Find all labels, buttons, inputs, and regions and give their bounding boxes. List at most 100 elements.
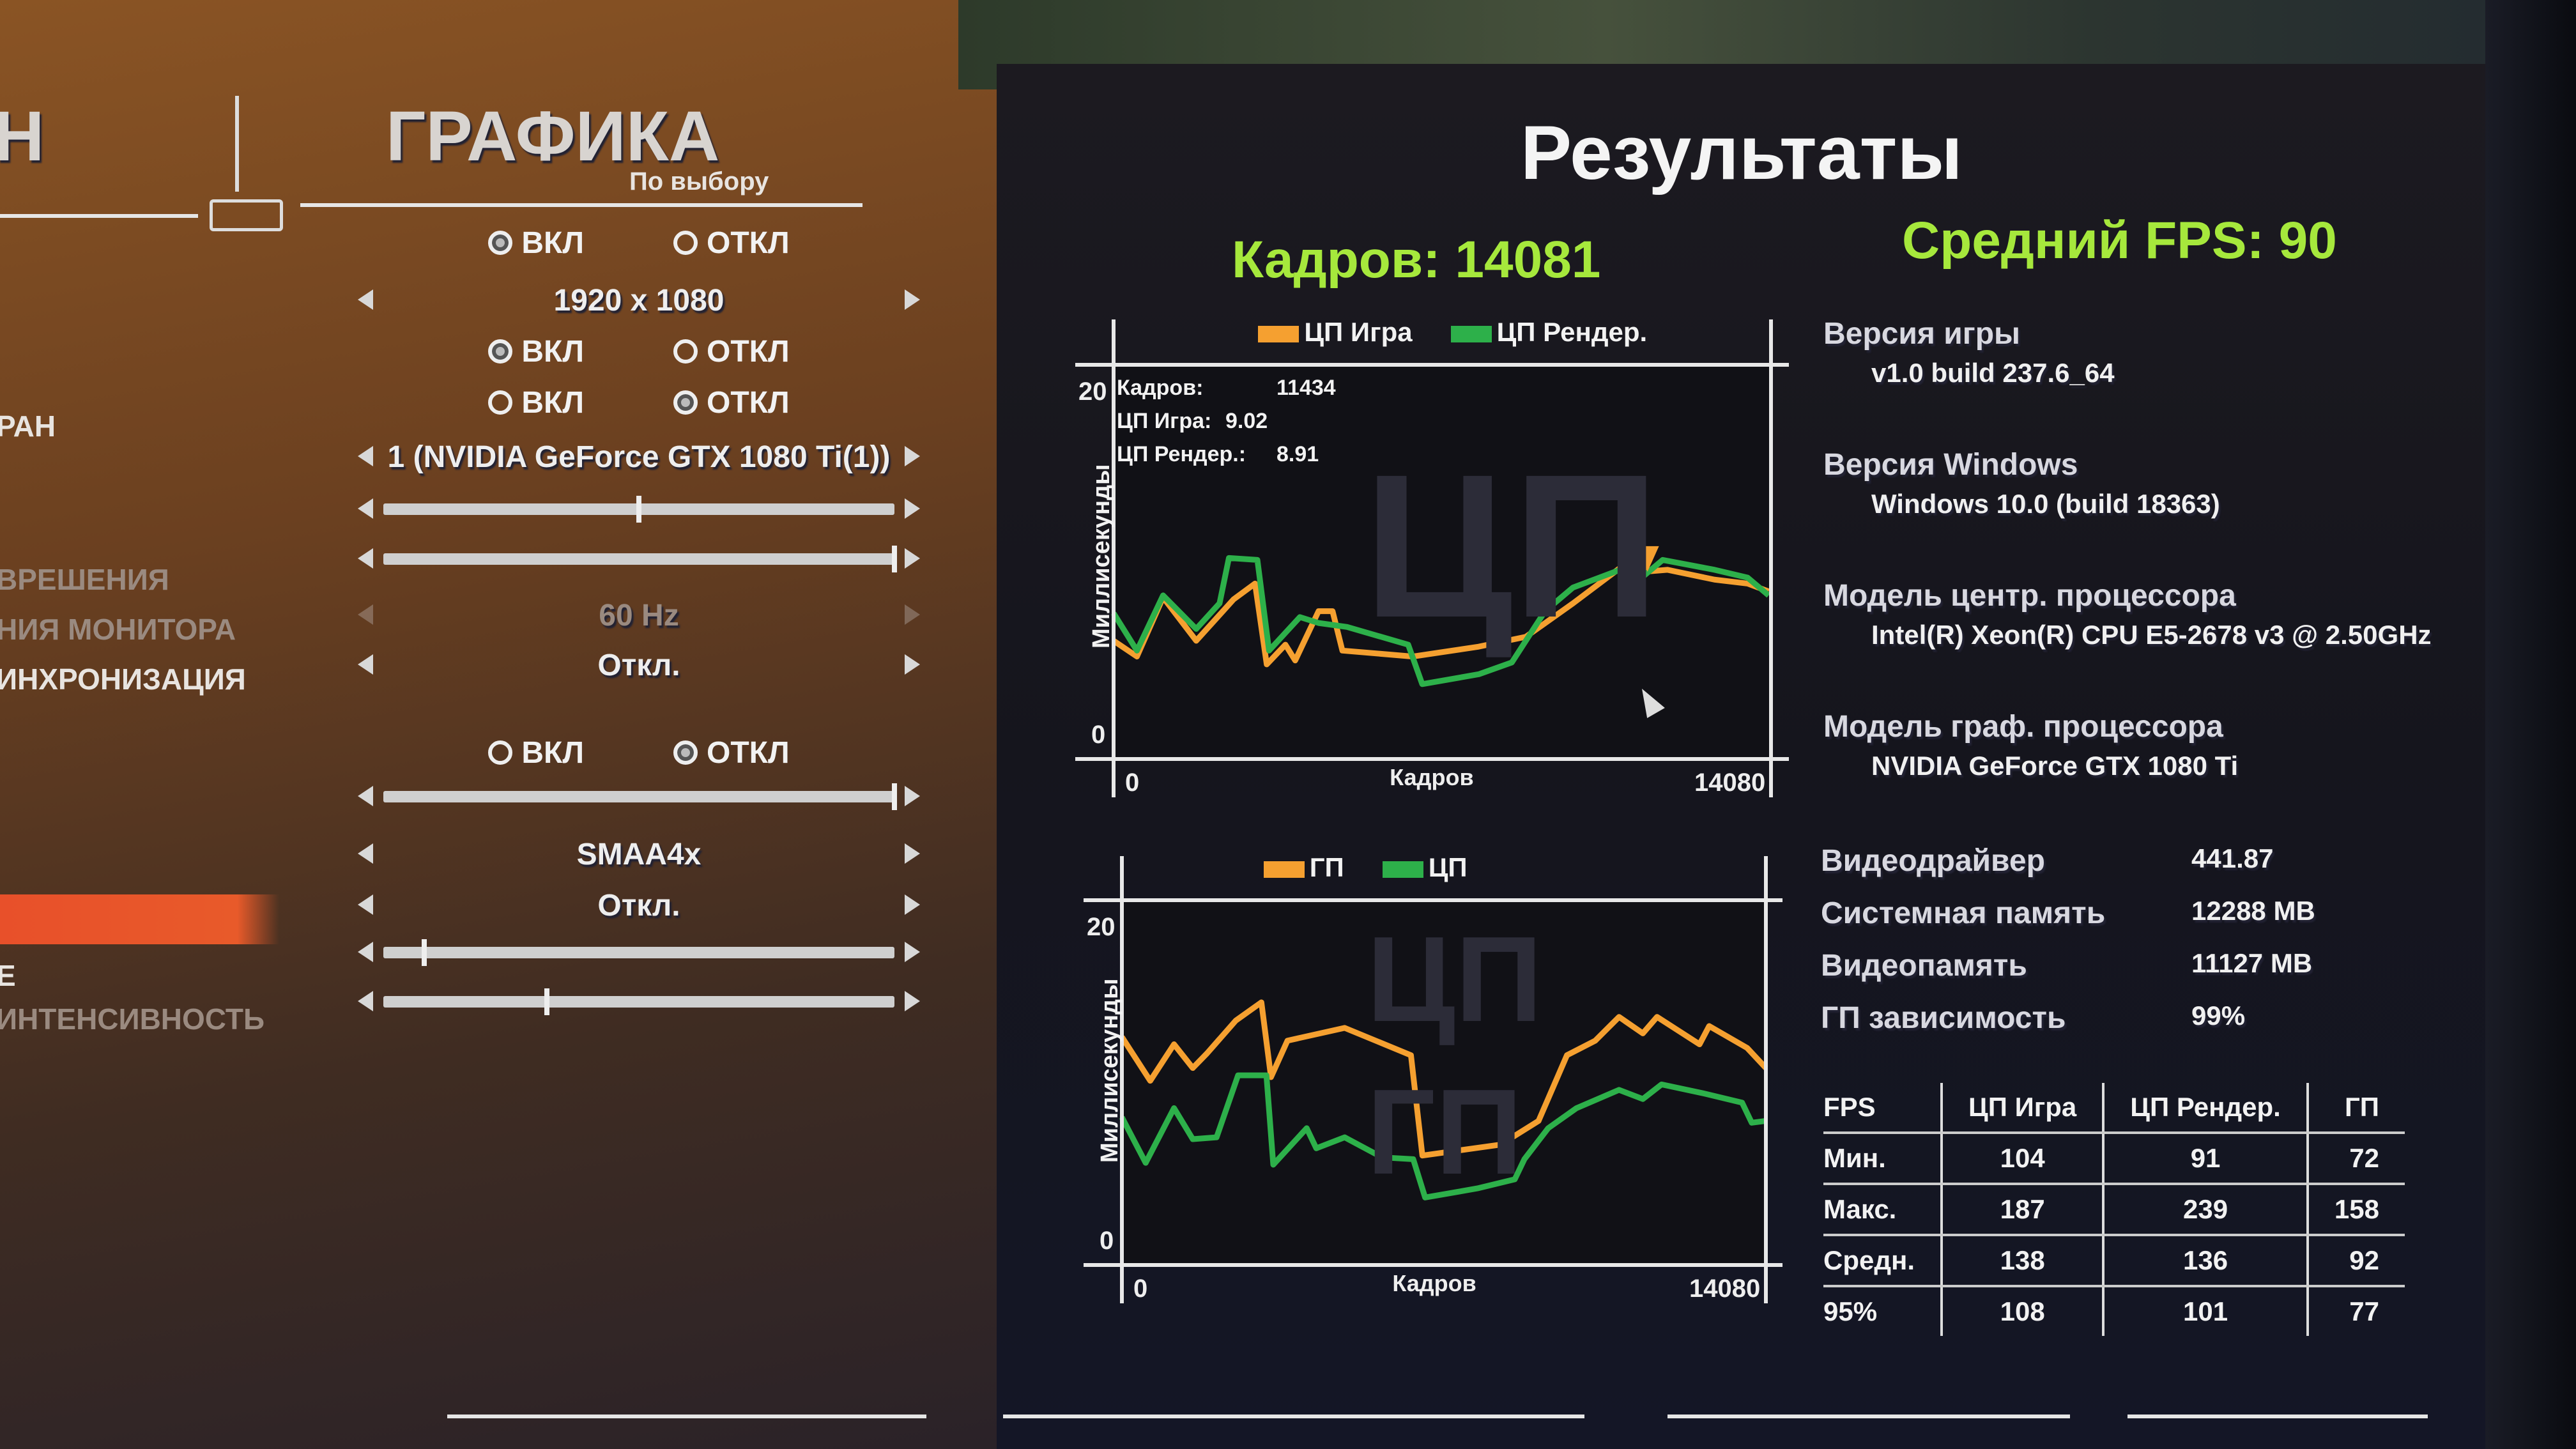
legend-swatch	[1263, 861, 1305, 878]
spec-label: ГП зависимость	[1821, 1001, 2066, 1035]
slider-handle[interactable]	[892, 783, 897, 810]
slider-handle[interactable]	[544, 988, 549, 1015]
arrow-right-icon[interactable]	[905, 894, 920, 915]
arrow-left-icon[interactable]	[358, 942, 373, 962]
slider-track[interactable]	[383, 546, 897, 572]
arrow-right-icon[interactable]	[905, 498, 920, 519]
x-tick-label: 14080	[1694, 769, 1766, 797]
radio-off[interactable]: ОТКЛ	[673, 334, 790, 369]
table-cell: 187	[1940, 1184, 2104, 1236]
radio-off[interactable]: ОТКЛ	[673, 226, 790, 261]
arrow-right-icon[interactable]	[905, 548, 920, 569]
chart-svg	[1075, 319, 1789, 797]
table-cell: 72	[2306, 1133, 2405, 1185]
setting-row-selector[interactable]: 60 Hz	[358, 593, 920, 638]
info-value: v1.0 build 237.6_64	[1871, 358, 2115, 388]
radio-off[interactable]: ОТКЛ	[673, 385, 790, 420]
watermark-label: ГП	[1367, 1064, 1523, 1200]
header-underline	[0, 214, 198, 218]
average-fps: Средний FPS: 90	[1902, 211, 2337, 270]
setting-row-radio[interactable]: ВКЛ ОТКЛ	[358, 380, 920, 425]
setting-label: Е	[0, 959, 16, 992]
radio-on[interactable]: ВКЛ	[488, 385, 584, 420]
chart-legend: ЦП Игра ЦП Рендер.	[1258, 317, 1647, 348]
arrow-left-icon[interactable]	[358, 446, 373, 466]
tab-divider	[235, 96, 239, 192]
radio-label: ВКЛ	[521, 385, 584, 420]
info-label: Модель центр. процессора	[1823, 579, 2236, 613]
setting-row-radio[interactable]: ВКЛ ОТКЛ	[358, 329, 920, 374]
setting-row-radio[interactable]: ВКЛ ОТКЛ	[358, 730, 920, 775]
arrow-right-icon[interactable]	[905, 289, 920, 310]
setting-row-slider[interactable]	[358, 774, 920, 819]
table-cell: 158	[2306, 1184, 2405, 1236]
y-tick-label: 0	[1100, 1227, 1114, 1255]
setting-row-slider[interactable]	[358, 979, 920, 1024]
setting-row-radio[interactable]: ВКЛ ОТКЛ	[358, 220, 920, 265]
slider-handle[interactable]	[892, 546, 897, 572]
radio-off[interactable]: ОТКЛ	[673, 735, 790, 770]
arrow-right-icon[interactable]	[905, 991, 920, 1011]
setting-row-slider[interactable]	[358, 537, 920, 581]
arrow-left-icon[interactable]	[358, 843, 373, 864]
setting-row-selector[interactable]: 1920 x 1080	[358, 278, 920, 323]
tab-previous[interactable]: Н	[0, 97, 45, 176]
header-underline-right	[300, 203, 862, 207]
table-cell: 91	[2102, 1133, 2308, 1185]
arrow-left-icon[interactable]	[358, 991, 373, 1011]
frame-marker-icon[interactable]	[1636, 546, 1659, 572]
slider-track[interactable]	[383, 988, 894, 1015]
slider-track[interactable]	[383, 939, 894, 966]
y-tick-label: 20	[1078, 378, 1107, 406]
table-cell: 138	[1940, 1235, 2104, 1287]
legend-label: ЦП Игра	[1304, 317, 1413, 347]
arrow-left-icon[interactable]	[358, 786, 373, 806]
setting-row-slider[interactable]	[358, 487, 920, 532]
series-line-1	[1111, 555, 1771, 687]
arrow-right-icon[interactable]	[905, 654, 920, 675]
setting-row-selector[interactable]: Откл.	[358, 643, 920, 687]
setting-row-selector[interactable]: SMAA4x	[358, 832, 920, 877]
tab-graphics[interactable]: ГРАФИКА	[386, 97, 720, 176]
arrow-left-icon[interactable]	[358, 604, 373, 625]
slider-handle[interactable]	[422, 939, 427, 966]
arrow-right-icon[interactable]	[905, 604, 920, 625]
arrow-left-icon[interactable]	[358, 498, 373, 519]
setting-row-selector[interactable]: 1 (NVIDIA GeForce GTX 1080 Ti(1))	[358, 434, 920, 479]
tooltip-label: ЦП Игра:	[1117, 409, 1212, 433]
radio-on[interactable]: ВКЛ	[488, 334, 584, 369]
setting-label: НИЯ МОНИТОРА	[0, 613, 236, 646]
table-cell: 77	[2306, 1286, 2405, 1336]
arrow-right-icon[interactable]	[905, 843, 920, 864]
slider-track[interactable]	[383, 496, 894, 523]
arrow-left-icon[interactable]	[358, 894, 373, 915]
radio-label: ОТКЛ	[707, 226, 790, 260]
arrow-left-icon[interactable]	[358, 289, 373, 310]
arrow-right-icon[interactable]	[905, 942, 920, 962]
arrow-left-icon[interactable]	[358, 654, 373, 675]
slider-track[interactable]	[383, 783, 897, 810]
radio-circle-icon	[673, 231, 698, 255]
arrow-right-icon[interactable]	[905, 446, 920, 466]
selector-value: 1 (NVIDIA GeForce GTX 1080 Ti(1))	[387, 440, 891, 474]
arrow-left-icon[interactable]	[358, 548, 373, 569]
radio-circle-icon	[488, 231, 513, 255]
tooltip-value: 8.91	[1276, 442, 1319, 466]
arrow-right-icon[interactable]	[905, 786, 920, 806]
x-tick-label: 0	[1125, 769, 1140, 797]
legend-label: ЦП	[1428, 852, 1468, 882]
watermark-label: ЦП	[1363, 431, 1660, 661]
chart-svg	[1084, 856, 1782, 1303]
x-axis-label: Кадров	[1390, 764, 1474, 790]
gpu-cpu-frame-time-chart: ЦП ГП ГП ЦП 20 0 0 14080 Кадров Миллисекунды	[1073, 852, 1782, 1303]
radio-on[interactable]: ВКЛ	[488, 226, 584, 261]
plot-area	[1122, 900, 1766, 1265]
slider-handle[interactable]	[636, 496, 641, 523]
radio-on[interactable]: ВКЛ	[488, 735, 584, 770]
radio-circle-icon	[673, 339, 698, 364]
setting-row-selector[interactable]: Откл.	[358, 883, 920, 928]
setting-row-slider[interactable]	[358, 930, 920, 975]
table-cell: Макс.	[1823, 1184, 1942, 1236]
chart-legend: ГП ЦП	[1263, 852, 1468, 883]
setting-label: ВРЕШЕНИЯ	[0, 563, 169, 596]
